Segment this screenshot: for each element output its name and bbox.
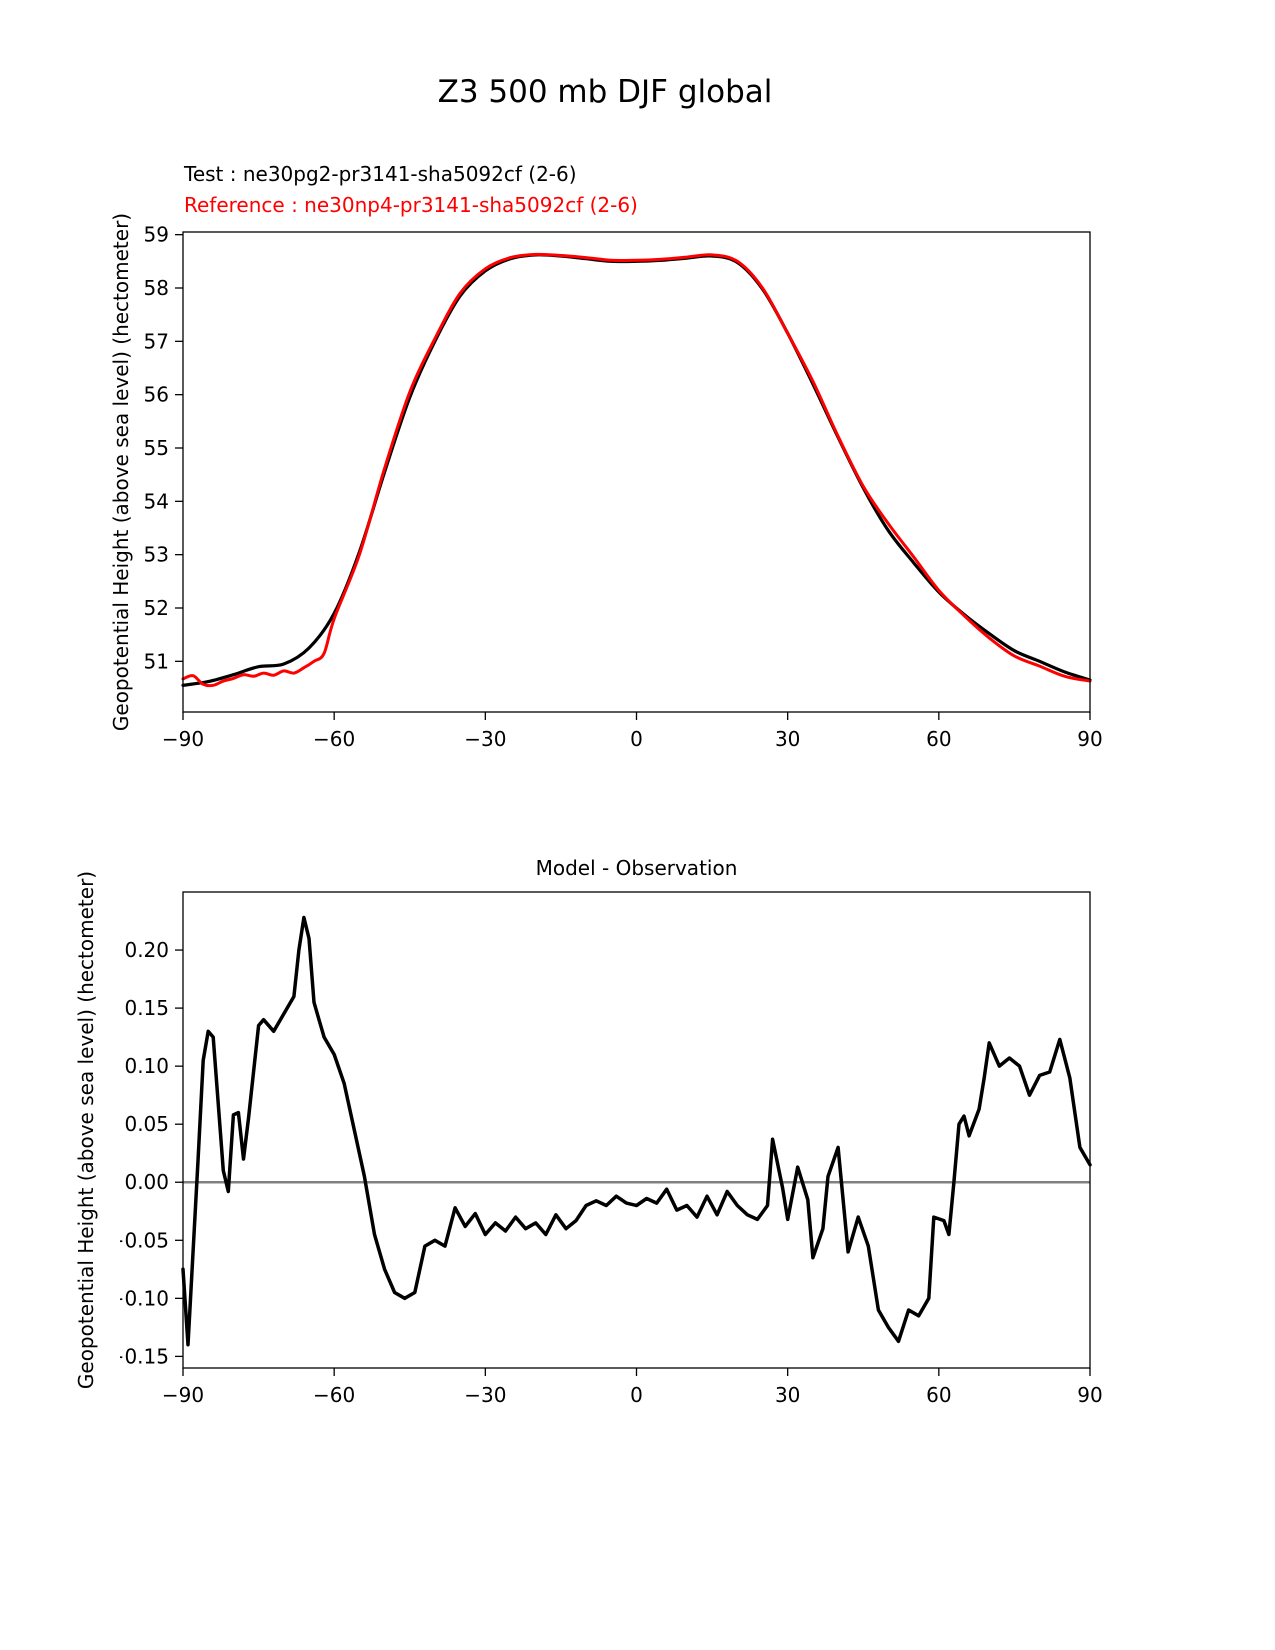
svg-text:0: 0	[630, 727, 643, 751]
svg-text:90: 90	[1077, 1383, 1102, 1407]
svg-text:−60: −60	[313, 1383, 355, 1407]
svg-text:56: 56	[144, 383, 169, 407]
figure-title: Z3 500 mb DJF global	[437, 74, 773, 110]
svg-text:60: 60	[926, 1383, 951, 1407]
svg-text:57: 57	[144, 329, 169, 353]
svg-text:−0.05: −0.05	[120, 1228, 169, 1252]
svg-text:−0.15: −0.15	[120, 1344, 169, 1368]
svg-text:52: 52	[144, 596, 169, 620]
legend-test-label: Test : ne30pg2-pr3141-sha5092cf (2-6)	[184, 162, 577, 186]
svg-text:0.05: 0.05	[124, 1112, 169, 1136]
svg-text:−0.10: −0.10	[120, 1286, 169, 1310]
svg-text:54: 54	[144, 489, 169, 513]
svg-text:−60: −60	[313, 727, 355, 751]
svg-text:59: 59	[144, 223, 169, 247]
svg-text:58: 58	[144, 276, 169, 300]
svg-text:55: 55	[144, 436, 169, 460]
legend-reference-label: Reference : ne30np4-pr3141-sha5092cf (2-…	[184, 193, 638, 217]
svg-text:−30: −30	[464, 727, 506, 751]
svg-text:60: 60	[926, 727, 951, 751]
svg-text:0.15: 0.15	[124, 996, 169, 1020]
svg-text:0.10: 0.10	[124, 1054, 169, 1078]
svg-text:53: 53	[144, 543, 169, 567]
svg-text:90: 90	[1077, 727, 1102, 751]
svg-text:30: 30	[775, 1383, 800, 1407]
svg-text:0: 0	[630, 1383, 643, 1407]
svg-text:−90: −90	[162, 1383, 204, 1407]
svg-text:0.00: 0.00	[124, 1170, 169, 1194]
svg-text:−90: −90	[162, 727, 204, 751]
svg-text:51: 51	[144, 649, 169, 673]
svg-text:30: 30	[775, 727, 800, 751]
bottom-chart-ylabel: Geopotential Height (above sea level) (h…	[74, 870, 98, 1390]
bottom-chart-title: Model - Observation	[535, 856, 738, 880]
top-chart: −90 −60 −30 0 30 60 90 51 52 53 54 55 56 57 58 59	[144, 223, 1103, 751]
svg-text:0.20: 0.20	[124, 938, 169, 962]
svg-text:−30: −30	[464, 1383, 506, 1407]
bottom-chart: −90 −60 −30 0 30 60 90 −0.15 −0.10 −0.05 0.00 0.05 0…	[120, 891, 1103, 1407]
